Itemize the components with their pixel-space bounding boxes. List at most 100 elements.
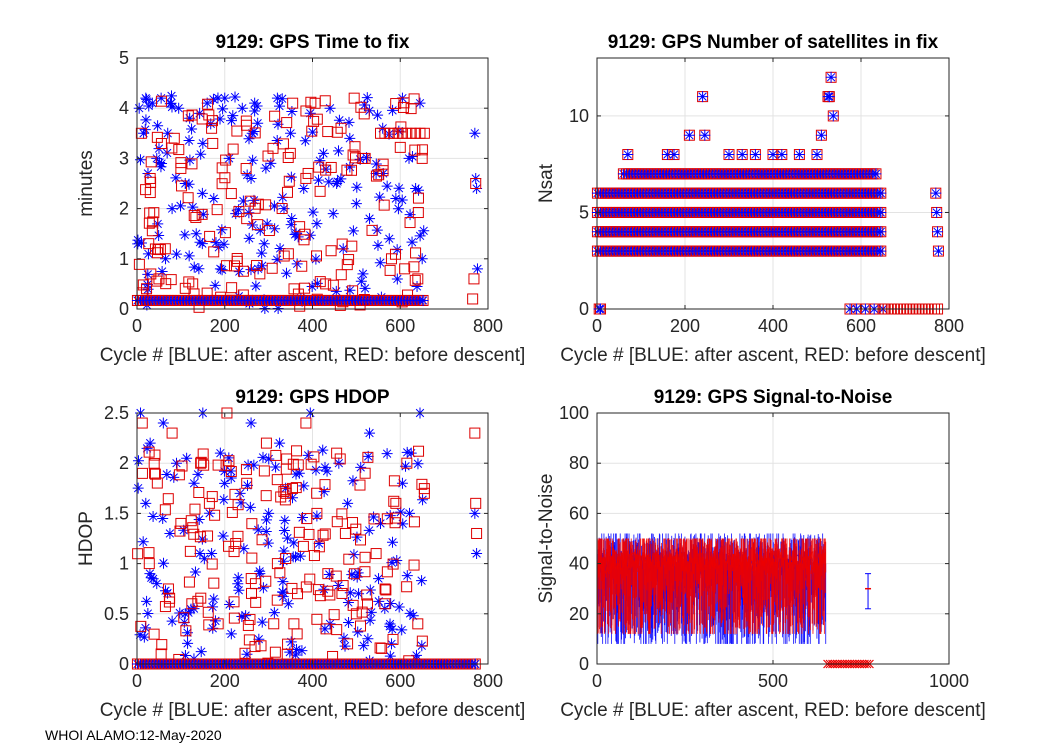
data-point xyxy=(274,567,286,579)
data-point xyxy=(231,125,243,137)
data-point xyxy=(313,538,325,550)
data-point xyxy=(206,558,218,570)
data-point xyxy=(188,477,200,489)
data-point xyxy=(270,461,282,473)
data-point xyxy=(170,172,182,184)
data-point xyxy=(274,437,286,449)
series-before-descent xyxy=(132,407,483,669)
data-point xyxy=(320,623,332,635)
data-point xyxy=(418,483,430,495)
data-point xyxy=(311,277,323,289)
data-point xyxy=(396,194,408,206)
data-point xyxy=(165,274,177,286)
data-point xyxy=(383,233,395,245)
data-point xyxy=(308,550,320,562)
data-point xyxy=(189,503,201,515)
data-point xyxy=(310,253,322,265)
data-point xyxy=(333,457,345,469)
data-point xyxy=(159,504,171,516)
data-point xyxy=(196,113,208,125)
data-point xyxy=(179,229,191,241)
y-tick-label: 0 xyxy=(119,299,129,319)
data-point xyxy=(793,149,805,161)
data-point xyxy=(155,95,167,107)
data-point xyxy=(286,106,298,118)
data-point xyxy=(327,208,339,220)
data-point xyxy=(281,186,293,198)
data-point xyxy=(228,596,240,608)
data-point xyxy=(165,97,177,109)
data-point xyxy=(410,247,422,259)
data-point xyxy=(142,608,154,620)
data-point xyxy=(203,497,215,509)
data-point xyxy=(255,640,267,652)
data-point xyxy=(195,456,207,468)
data-point xyxy=(233,584,245,596)
data-point xyxy=(342,638,354,650)
data-point xyxy=(212,459,224,471)
data-point xyxy=(162,583,174,595)
data-point xyxy=(355,275,367,287)
data-point xyxy=(370,170,382,182)
data-point xyxy=(210,237,222,249)
data-point xyxy=(285,219,297,231)
data-point xyxy=(469,427,481,439)
data-point xyxy=(260,490,272,502)
data-point xyxy=(198,553,210,565)
data-point xyxy=(245,573,257,585)
data-point xyxy=(179,178,191,189)
data-point xyxy=(301,513,313,525)
data-point xyxy=(388,495,400,507)
data-point xyxy=(304,107,316,119)
data-point xyxy=(336,587,348,599)
data-point xyxy=(182,110,194,122)
data-point xyxy=(233,206,245,218)
data-point xyxy=(218,238,230,250)
data-point xyxy=(176,460,188,472)
data-point xyxy=(363,524,375,536)
data-point xyxy=(168,132,180,144)
data-point xyxy=(288,537,300,549)
data-point xyxy=(232,204,244,216)
data-point xyxy=(381,448,393,460)
series-before-descent xyxy=(133,92,482,313)
data-point xyxy=(225,188,237,200)
data-point xyxy=(206,491,218,503)
data-point xyxy=(144,568,156,580)
data-point xyxy=(263,453,275,465)
data-point xyxy=(411,280,423,292)
data-point xyxy=(277,138,289,150)
data-point xyxy=(299,282,311,294)
x-tick-label: 400 xyxy=(297,316,327,336)
data-point xyxy=(227,110,239,122)
data-point xyxy=(152,120,164,132)
data-point xyxy=(359,566,371,578)
data-point xyxy=(277,576,289,588)
data-point xyxy=(155,648,167,660)
data-point xyxy=(223,455,235,467)
data-point xyxy=(306,125,318,137)
data-point xyxy=(252,524,264,536)
data-point xyxy=(334,453,346,465)
data-point xyxy=(143,547,155,559)
data-point xyxy=(401,457,413,469)
data-point xyxy=(217,530,229,542)
data-point xyxy=(394,141,406,153)
data-point xyxy=(195,457,207,469)
data-point xyxy=(331,624,343,636)
data-point xyxy=(338,632,350,644)
data-point xyxy=(271,474,283,486)
data-point xyxy=(469,507,481,519)
data-point xyxy=(395,506,407,518)
data-point xyxy=(162,493,174,505)
data-point xyxy=(366,224,378,236)
data-point xyxy=(219,92,231,104)
y-tick-label: 0 xyxy=(119,654,129,674)
footer-stamp: WHOI ALAMO:12-May-2020 xyxy=(45,727,222,743)
data-point xyxy=(280,552,292,564)
data-point xyxy=(216,162,228,174)
mean-line xyxy=(596,548,826,575)
data-point xyxy=(226,506,238,518)
data-point xyxy=(372,109,384,121)
data-point xyxy=(168,471,180,483)
